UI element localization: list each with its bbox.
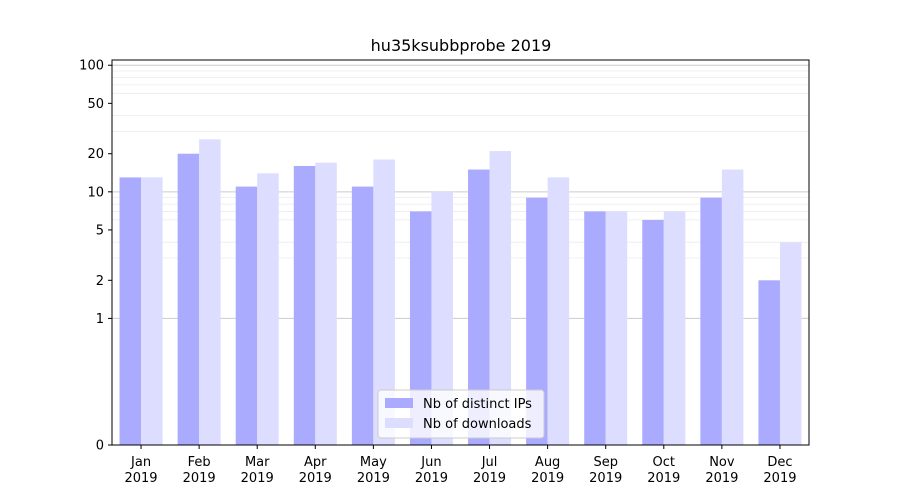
bar-downloads xyxy=(315,162,337,445)
legend-box xyxy=(377,389,545,439)
legend-label: Nb of downloads xyxy=(423,417,532,432)
bar-downloads xyxy=(373,159,395,445)
bar-distinct-ips xyxy=(293,165,316,446)
x-tick-label-year: 2019 xyxy=(124,471,157,486)
x-tick-label-month: Mar xyxy=(245,455,270,470)
x-tick-label-month: Sep xyxy=(593,455,618,470)
x-tick-label-month: Jun xyxy=(420,455,441,470)
y-tick-label: 5 xyxy=(96,223,104,238)
legend-swatch xyxy=(385,418,413,428)
plot-frame xyxy=(111,59,810,446)
x-tick-label-month: Apr xyxy=(304,455,327,470)
bars xyxy=(119,139,802,446)
legend: Nb of distinct IPs Nb of downloads xyxy=(377,389,545,439)
x-tick-label-month: Oct xyxy=(653,455,675,470)
bar-downloads xyxy=(547,177,570,446)
y-tick-label: 0 xyxy=(96,439,104,454)
bar-distinct-ips xyxy=(642,219,664,445)
legend-label: Nb of distinct IPs xyxy=(423,397,532,412)
x-axis: Jan2019Feb2019Mar2019Apr2019May2019Jun20… xyxy=(124,445,797,486)
x-tick-label-year: 2019 xyxy=(415,471,448,486)
x-tick-label-month: Jul xyxy=(481,455,498,470)
bar-distinct-ips xyxy=(468,169,490,445)
x-tick-label-year: 2019 xyxy=(531,471,564,486)
x-tick-label-year: 2019 xyxy=(183,471,216,486)
bar-distinct-ips xyxy=(235,186,258,446)
x-tick-label-year: 2019 xyxy=(705,471,738,486)
bar-downloads xyxy=(779,242,802,445)
bar-downloads xyxy=(141,177,163,446)
grid-lines xyxy=(112,64,809,319)
legend-swatch xyxy=(385,398,413,408)
bar-downloads xyxy=(721,169,744,445)
bar-distinct-ips xyxy=(409,211,432,445)
x-tick-label-month: Dec xyxy=(767,455,792,470)
x-tick-label-year: 2019 xyxy=(299,471,332,486)
bar-distinct-ips xyxy=(526,197,548,445)
x-tick-label-month: May xyxy=(360,455,387,470)
x-tick-label-month: Jan xyxy=(130,455,151,470)
x-tick-label-year: 2019 xyxy=(357,471,390,486)
x-tick-label-year: 2019 xyxy=(241,471,274,486)
y-tick-label: 20 xyxy=(87,147,104,162)
bar-downloads xyxy=(431,191,453,445)
bar-downloads xyxy=(605,211,628,445)
y-tick-label: 100 xyxy=(79,59,104,74)
x-tick-label-month: Feb xyxy=(188,455,211,470)
x-tick-label-year: 2019 xyxy=(589,471,622,486)
y-tick-label: 50 xyxy=(87,97,104,112)
y-tick-label: 2 xyxy=(96,274,104,289)
chart-title: hu35ksubbprobe 2019 xyxy=(371,36,552,55)
bar-downloads xyxy=(663,211,686,445)
x-tick-label-month: Aug xyxy=(535,455,560,470)
bar-downloads xyxy=(489,151,512,445)
y-tick-label: 1 xyxy=(96,312,104,327)
x-tick-label-year: 2019 xyxy=(647,471,680,486)
bar-downloads xyxy=(199,139,221,445)
x-tick-label-year: 2019 xyxy=(763,471,796,486)
bar-downloads xyxy=(257,173,279,445)
y-axis: 0 1 2 5 10 20 50 100 xyxy=(79,59,112,454)
x-tick-label-month: Nov xyxy=(709,455,735,470)
bar-distinct-ips xyxy=(758,280,780,445)
y-tick-label: 10 xyxy=(87,185,104,200)
bar-distinct-ips xyxy=(584,211,606,445)
bar-distinct-ips xyxy=(119,177,142,446)
bar-distinct-ips xyxy=(177,153,200,446)
bar-distinct-ips xyxy=(700,197,722,445)
x-tick-label-year: 2019 xyxy=(473,471,506,486)
bar-distinct-ips xyxy=(351,186,374,446)
